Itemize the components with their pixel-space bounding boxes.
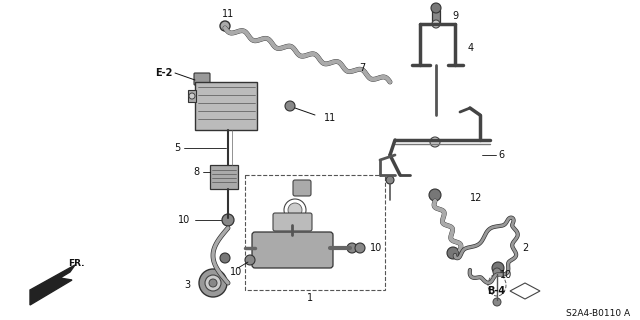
Bar [245, 175, 385, 290]
Circle shape [209, 279, 217, 287]
Text: B-4: B-4 [487, 286, 505, 296]
Circle shape [205, 275, 221, 291]
FancyBboxPatch shape [194, 73, 210, 85]
Text: FR.: FR. [68, 259, 84, 268]
FancyBboxPatch shape [252, 232, 333, 268]
Text: S2A4-B0110 A: S2A4-B0110 A [566, 308, 630, 317]
Bar [432, 10, 440, 24]
Text: 10: 10 [370, 243, 382, 253]
Bar [210, 165, 238, 189]
Circle shape [285, 101, 295, 111]
FancyBboxPatch shape [273, 213, 312, 231]
Circle shape [355, 243, 365, 253]
Circle shape [429, 189, 441, 201]
Circle shape [220, 21, 230, 31]
Text: 7: 7 [359, 63, 365, 73]
Text: 5: 5 [173, 143, 180, 153]
Circle shape [245, 255, 255, 265]
Circle shape [288, 203, 302, 217]
Text: E-2: E-2 [155, 68, 172, 78]
Circle shape [347, 243, 357, 253]
Text: 2: 2 [522, 243, 528, 253]
Text: 11: 11 [222, 9, 234, 19]
Circle shape [222, 214, 234, 226]
Text: 1: 1 [307, 293, 313, 303]
Text: 3: 3 [184, 280, 190, 290]
Circle shape [430, 137, 440, 147]
Bar [195, 82, 257, 130]
Text: 8: 8 [194, 167, 200, 177]
Text: 6: 6 [498, 150, 504, 160]
Circle shape [386, 176, 394, 184]
Circle shape [432, 20, 440, 28]
Circle shape [220, 253, 230, 263]
Text: 4: 4 [468, 43, 474, 53]
Circle shape [431, 3, 441, 13]
Text: 9: 9 [452, 11, 458, 21]
Circle shape [492, 262, 504, 274]
Polygon shape [510, 283, 540, 299]
Text: 10: 10 [178, 215, 190, 225]
Text: 10: 10 [500, 270, 512, 280]
Polygon shape [30, 265, 75, 305]
Circle shape [493, 298, 501, 306]
Circle shape [189, 93, 195, 99]
Text: 11: 11 [324, 113, 336, 123]
Circle shape [199, 269, 227, 297]
Circle shape [447, 247, 459, 259]
Bar [188, 90, 196, 102]
FancyBboxPatch shape [293, 180, 311, 196]
Text: 12: 12 [470, 193, 483, 203]
Circle shape [493, 268, 501, 276]
Text: 10: 10 [230, 267, 243, 277]
